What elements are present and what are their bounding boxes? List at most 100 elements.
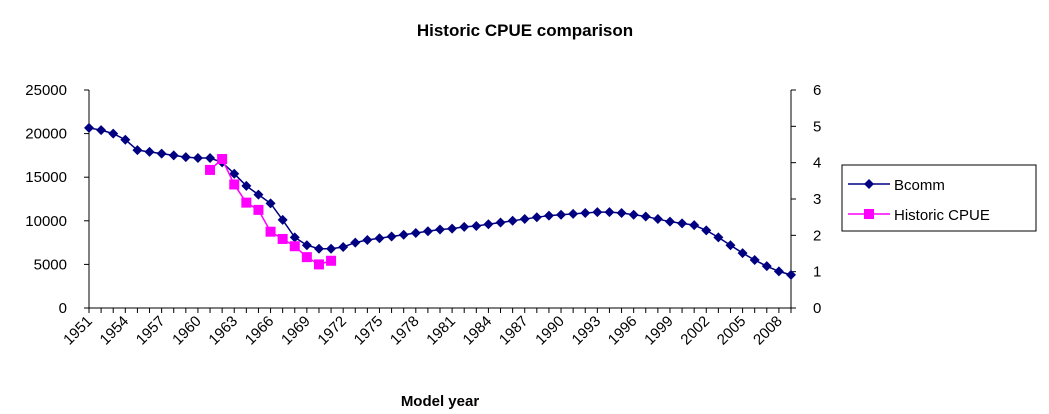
x-tick-label: 1999 bbox=[641, 313, 677, 349]
point bbox=[616, 207, 627, 218]
x-tick-label: 2008 bbox=[750, 313, 786, 349]
legend-box bbox=[841, 164, 1037, 232]
point bbox=[471, 221, 482, 232]
x-tick-label: 1990 bbox=[532, 313, 568, 349]
x-tick-label: 1957 bbox=[133, 313, 169, 349]
x-tick-label: 1960 bbox=[169, 313, 205, 349]
point bbox=[277, 233, 288, 244]
x-tick-label: 1987 bbox=[496, 313, 532, 349]
point bbox=[386, 231, 397, 242]
x-tick-label: 1954 bbox=[97, 313, 133, 349]
y-tick-label: 0 bbox=[59, 300, 67, 317]
x-tick-label: 1981 bbox=[423, 313, 459, 349]
legend-label: Bcomm bbox=[894, 177, 945, 194]
point bbox=[108, 128, 119, 139]
point bbox=[229, 179, 240, 190]
point bbox=[761, 261, 772, 272]
x-tick-label: 1984 bbox=[460, 313, 496, 349]
point bbox=[410, 228, 421, 239]
point bbox=[604, 207, 615, 218]
point bbox=[519, 214, 530, 225]
point bbox=[435, 224, 445, 235]
y2-tick-label: 0 bbox=[813, 300, 821, 317]
y2-tick-label: 2 bbox=[813, 227, 821, 244]
y2-tick-label: 6 bbox=[813, 82, 821, 99]
y-tick-label: 25000 bbox=[25, 82, 67, 99]
point bbox=[689, 220, 700, 231]
point bbox=[265, 198, 276, 209]
point bbox=[664, 216, 675, 227]
y2-tick-label: 5 bbox=[813, 118, 821, 135]
point bbox=[543, 210, 554, 221]
point bbox=[265, 226, 276, 237]
point bbox=[96, 125, 107, 136]
point bbox=[628, 209, 639, 220]
x-tick-label: 1963 bbox=[205, 313, 241, 349]
point bbox=[580, 207, 591, 218]
y2-tick-label: 3 bbox=[813, 191, 821, 208]
point bbox=[156, 148, 167, 159]
point bbox=[277, 214, 288, 225]
point bbox=[447, 223, 458, 234]
x-tick-label: 1966 bbox=[242, 313, 278, 349]
point bbox=[326, 243, 337, 254]
point bbox=[483, 219, 494, 230]
point bbox=[120, 134, 131, 145]
series-line bbox=[88, 127, 792, 276]
point bbox=[773, 266, 784, 277]
x-tick-label: 1975 bbox=[351, 313, 387, 349]
point bbox=[398, 229, 409, 240]
point bbox=[701, 225, 712, 236]
point bbox=[786, 269, 796, 280]
y-tick-label: 10000 bbox=[25, 213, 67, 230]
point bbox=[749, 255, 760, 266]
point bbox=[241, 197, 252, 208]
point bbox=[326, 255, 337, 266]
point bbox=[556, 209, 567, 220]
legend-marker bbox=[864, 209, 874, 219]
point bbox=[362, 234, 373, 245]
point bbox=[205, 153, 216, 164]
legend-marker bbox=[864, 179, 874, 189]
y-tick-label: 15000 bbox=[25, 169, 67, 186]
x-tick-label: 1951 bbox=[60, 313, 96, 349]
x-tick-label: 2005 bbox=[714, 313, 750, 349]
point bbox=[737, 248, 748, 259]
point bbox=[192, 153, 203, 164]
point bbox=[168, 150, 179, 161]
point bbox=[289, 241, 300, 252]
x-tick-label: 1969 bbox=[278, 313, 314, 349]
point bbox=[422, 226, 433, 237]
point bbox=[338, 241, 349, 252]
point bbox=[301, 252, 312, 263]
x-tick-label: 2002 bbox=[677, 313, 713, 349]
x-tick-label: 1978 bbox=[387, 313, 423, 349]
point bbox=[217, 154, 228, 165]
point bbox=[205, 164, 216, 175]
point bbox=[677, 218, 688, 229]
legend-label: Historic CPUE bbox=[894, 207, 990, 224]
point bbox=[241, 180, 252, 191]
point bbox=[84, 122, 94, 133]
point bbox=[301, 240, 312, 251]
point bbox=[289, 232, 300, 243]
point bbox=[713, 232, 724, 243]
point bbox=[592, 207, 603, 218]
point bbox=[253, 204, 264, 215]
y-tick-label: 5000 bbox=[34, 256, 67, 273]
chart-title: Historic CPUE comparison bbox=[417, 21, 633, 40]
point bbox=[374, 233, 385, 244]
point bbox=[313, 259, 324, 270]
y2-tick-label: 1 bbox=[813, 264, 821, 281]
point bbox=[507, 215, 518, 226]
point bbox=[725, 240, 736, 251]
x-tick-label: 1993 bbox=[569, 313, 605, 349]
point bbox=[180, 152, 191, 163]
y2-tick-label: 4 bbox=[813, 155, 821, 172]
y-tick-label: 20000 bbox=[25, 126, 67, 143]
point bbox=[253, 189, 264, 200]
series-line bbox=[209, 157, 332, 266]
point bbox=[531, 212, 542, 223]
point bbox=[640, 211, 651, 222]
